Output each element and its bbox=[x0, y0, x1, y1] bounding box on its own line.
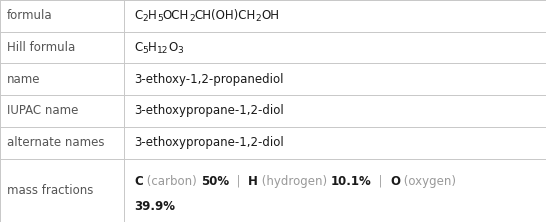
Text: 3: 3 bbox=[177, 46, 183, 55]
Text: 12: 12 bbox=[157, 46, 168, 55]
Text: formula: formula bbox=[7, 9, 52, 22]
Text: alternate names: alternate names bbox=[7, 136, 104, 149]
Text: 50%: 50% bbox=[200, 175, 229, 188]
Text: IUPAC name: IUPAC name bbox=[7, 105, 78, 117]
Text: O: O bbox=[168, 41, 177, 54]
Text: 39.9%: 39.9% bbox=[134, 200, 175, 213]
Text: (carbon): (carbon) bbox=[143, 175, 200, 188]
Text: Hill formula: Hill formula bbox=[7, 41, 75, 54]
Text: O: O bbox=[390, 175, 400, 188]
Text: H: H bbox=[148, 9, 157, 22]
Text: C: C bbox=[134, 41, 143, 54]
Text: 2: 2 bbox=[256, 14, 262, 23]
Text: OH: OH bbox=[262, 9, 280, 22]
Text: (oxygen): (oxygen) bbox=[400, 175, 456, 188]
Text: C: C bbox=[134, 9, 143, 22]
Text: name: name bbox=[7, 73, 40, 86]
Text: 3-ethoxypropane-1,2-diol: 3-ethoxypropane-1,2-diol bbox=[134, 105, 284, 117]
Text: 5: 5 bbox=[157, 14, 163, 23]
Text: C: C bbox=[134, 175, 143, 188]
Text: 2: 2 bbox=[189, 14, 194, 23]
Text: 5: 5 bbox=[143, 46, 149, 55]
Text: mass fractions: mass fractions bbox=[7, 184, 93, 197]
Text: (hydrogen): (hydrogen) bbox=[258, 175, 330, 188]
Text: 10.1%: 10.1% bbox=[330, 175, 371, 188]
Text: H: H bbox=[248, 175, 258, 188]
Text: |: | bbox=[229, 175, 248, 188]
Text: H: H bbox=[149, 41, 157, 54]
Text: 3-ethoxypropane-1,2-diol: 3-ethoxypropane-1,2-diol bbox=[134, 136, 284, 149]
Text: 2: 2 bbox=[143, 14, 148, 23]
Text: CH(OH)CH: CH(OH)CH bbox=[194, 9, 256, 22]
Text: |: | bbox=[371, 175, 390, 188]
Text: OCH: OCH bbox=[163, 9, 189, 22]
Text: 3-ethoxy-1,2-propanediol: 3-ethoxy-1,2-propanediol bbox=[134, 73, 284, 86]
